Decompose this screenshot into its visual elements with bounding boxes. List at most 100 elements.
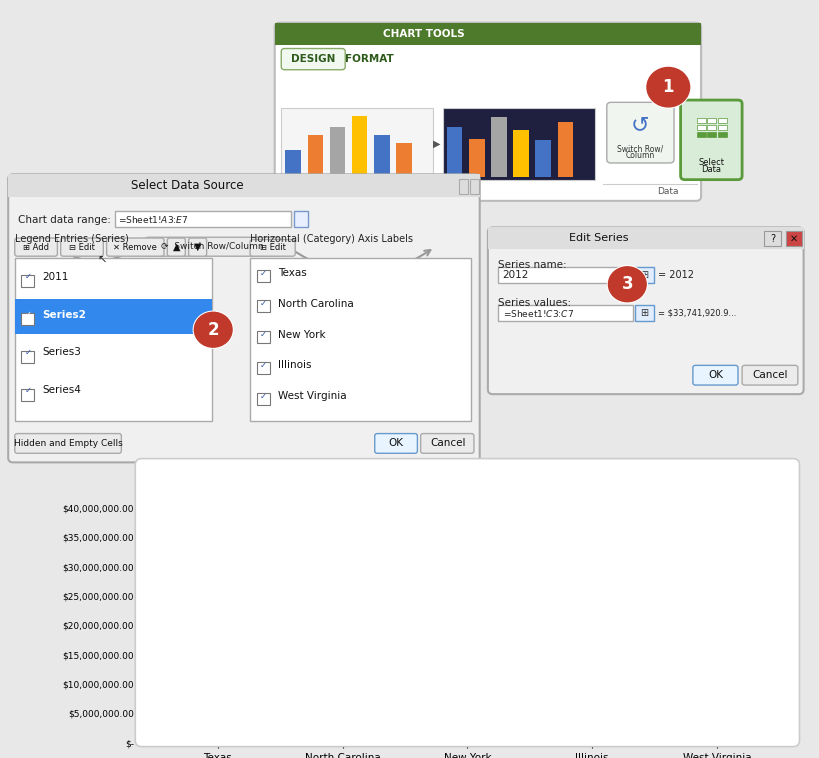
Text: ?: ? [769,233,774,244]
Text: West Virginia: West Virginia [278,391,346,401]
Bar [446,127,462,177]
Text: New York: New York [278,330,325,340]
Text: Series values:: Series values: [497,298,570,309]
Text: ▲: ▲ [172,242,180,252]
Bar [635,305,653,321]
Bar [591,687,614,743]
Bar [706,132,716,137]
Bar [297,584,319,743]
Bar [256,362,269,374]
Text: Chart data range:: Chart data range: [18,215,111,225]
Text: Data: Data [657,187,678,196]
Text: 2012: 2012 [502,270,528,280]
Bar [21,313,34,325]
Bar [329,127,345,177]
Circle shape [194,312,232,347]
Text: 2011: 2011 [43,271,69,282]
Bar [256,331,269,343]
Text: Series2: Series2 [43,309,87,320]
Bar [716,687,739,743]
Bar [672,710,694,743]
Bar [491,117,506,177]
Text: ▶: ▶ [432,139,441,149]
Bar [497,305,632,321]
Bar [717,132,726,137]
Bar [15,299,211,334]
Text: ⊟ Edit: ⊟ Edit [260,243,285,252]
Text: ✓: ✓ [25,348,31,357]
Bar [468,139,484,177]
FancyBboxPatch shape [374,434,417,453]
Bar [195,546,218,743]
Text: ↺: ↺ [631,115,649,136]
Bar [696,132,704,137]
Text: Select Data Source: Select Data Source [131,179,243,193]
Text: OK: OK [388,438,403,449]
Text: ✓: ✓ [260,330,266,339]
Bar [240,534,262,743]
Text: ↖: ↖ [97,256,107,266]
FancyBboxPatch shape [281,49,345,70]
Bar [739,669,761,743]
Text: ⊟ Edit: ⊟ Edit [69,243,95,252]
Text: ✓: ✓ [260,299,266,309]
Bar [614,669,636,743]
Bar [15,258,211,421]
FancyBboxPatch shape [274,23,700,201]
Bar [293,211,308,227]
Bar [285,150,301,177]
Bar [307,135,323,177]
FancyBboxPatch shape [61,238,103,256]
Bar [373,135,389,177]
Text: FORMAT: FORMAT [344,54,393,64]
Text: Series4: Series4 [43,385,81,396]
Text: 1: 1 [662,78,673,96]
Bar [696,125,704,130]
Text: DESIGN: DESIGN [291,54,335,64]
Bar [342,631,364,743]
Bar [218,552,240,743]
Text: Switch Row/: Switch Row/ [617,145,663,154]
Bar [489,684,512,743]
Title: Top 5 States by Sales Volume: Top 5 States by Sales Volume [345,486,589,503]
Bar [422,655,445,743]
Bar [445,693,467,743]
Bar [785,231,801,246]
FancyBboxPatch shape [15,434,121,453]
Text: Legend Entries (Series): Legend Entries (Series) [15,233,129,244]
FancyBboxPatch shape [692,365,737,385]
Text: ▼: ▼ [193,242,201,252]
Bar [173,537,195,743]
Bar [351,116,367,177]
Text: CHART TOOLS: CHART TOOLS [382,29,464,39]
Bar [717,118,726,124]
Bar [21,275,34,287]
Bar [569,696,591,743]
Bar [696,118,704,124]
Bar [256,270,269,282]
FancyBboxPatch shape [250,240,295,256]
Bar [364,625,387,743]
Bar [281,108,432,180]
Bar [535,140,550,177]
Bar [319,608,342,743]
Text: Cancel: Cancel [751,370,787,381]
Bar [469,179,478,194]
Text: ⊞: ⊞ [640,308,648,318]
Text: = $33,741,920.9...: = $33,741,920.9... [658,309,736,318]
Text: ✓: ✓ [260,268,266,277]
Text: 2: 2 [207,321,219,339]
Text: 3: 3 [621,275,632,293]
Text: ⊞ Add: ⊞ Add [23,243,49,252]
FancyBboxPatch shape [606,102,673,163]
Bar [513,130,528,177]
Text: Column: Column [625,151,654,160]
Circle shape [608,267,645,302]
Text: Series name:: Series name: [497,260,566,271]
Bar [694,696,716,743]
Text: ⊞: ⊞ [640,270,648,280]
Bar [442,108,594,180]
Text: Horizontal (Category) Axis Labels: Horizontal (Category) Axis Labels [250,233,413,244]
Bar [8,174,479,197]
Bar [467,702,489,743]
